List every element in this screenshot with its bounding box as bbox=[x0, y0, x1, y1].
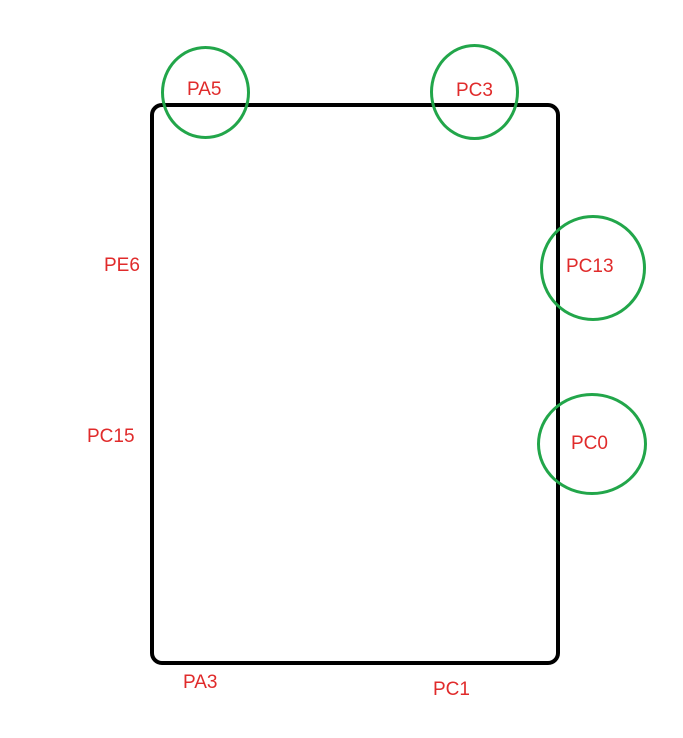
pin-label-pc1: PC1 bbox=[433, 679, 470, 700]
highlight-ring-pa5 bbox=[161, 46, 250, 139]
pin-label-pc15: PC15 bbox=[87, 426, 135, 447]
pin-label-pc0: PC0 bbox=[571, 433, 608, 454]
pin-label-pe6: PE6 bbox=[104, 255, 140, 276]
highlight-ring-pc3 bbox=[430, 44, 519, 140]
highlight-ring-pc13 bbox=[540, 215, 646, 321]
pin-label-pc13: PC13 bbox=[566, 256, 614, 277]
pin-label-pa3: PA3 bbox=[183, 672, 218, 693]
highlight-ring-pc0 bbox=[537, 393, 647, 495]
pin-label-pc3: PC3 bbox=[456, 80, 493, 101]
pin-label-pa5: PA5 bbox=[187, 79, 222, 100]
board-outline bbox=[150, 103, 560, 665]
